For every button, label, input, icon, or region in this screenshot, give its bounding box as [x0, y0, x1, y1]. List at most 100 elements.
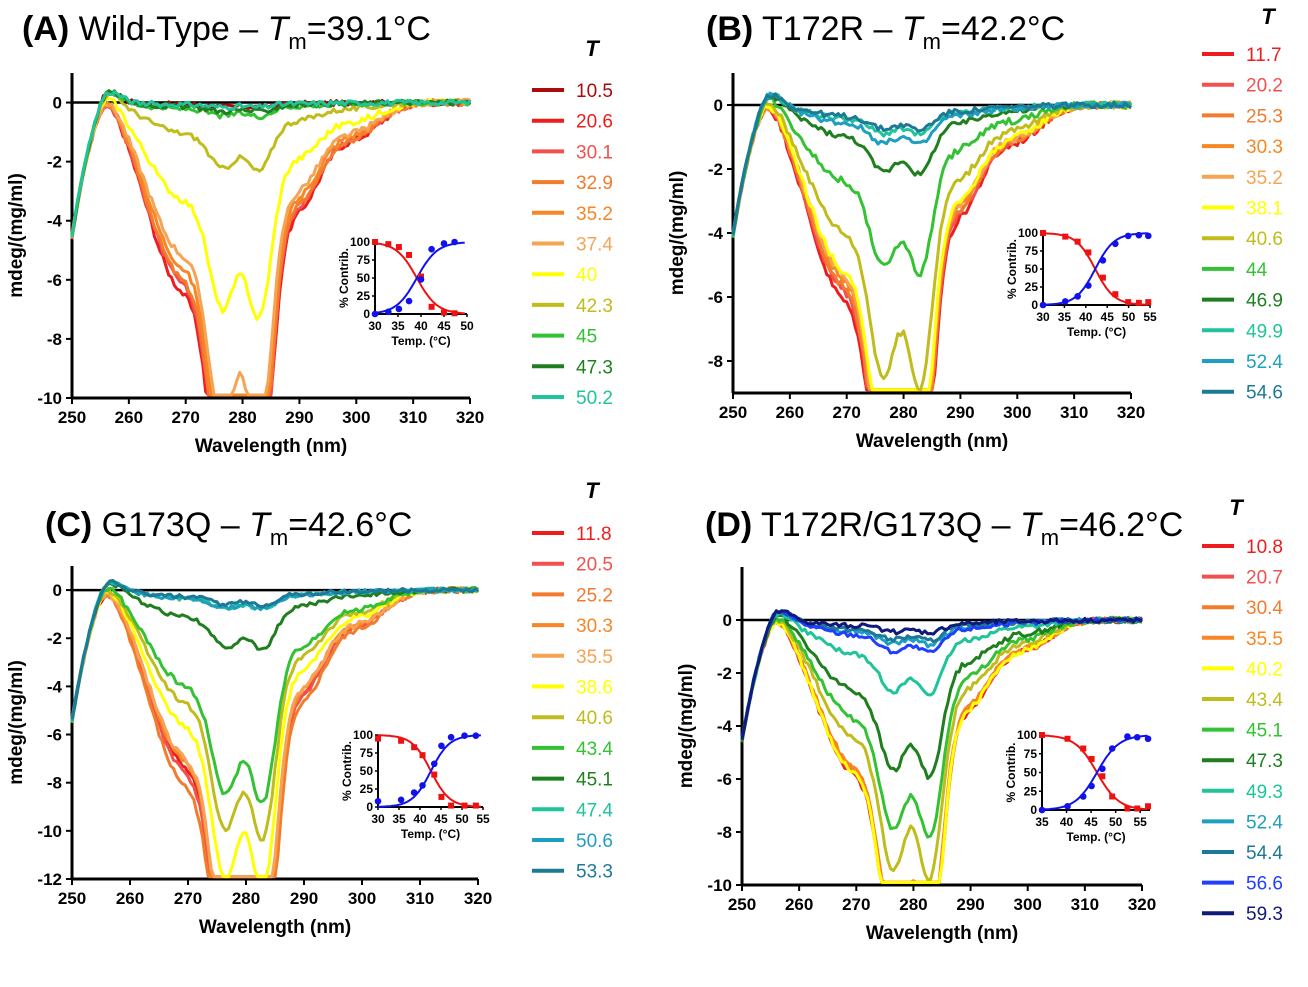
inset-blue-point [385, 308, 392, 316]
y-axis-label: mdeg/(mg/ml) [6, 173, 27, 298]
legend-label: 56.6 [1246, 874, 1283, 895]
inset-blue-point [430, 760, 438, 768]
inset-y-tick-label: 75 [360, 746, 374, 760]
inset-x-tick-label: 40 [1079, 310, 1093, 324]
inset-blue-point [1099, 257, 1107, 264]
y-tick-label: -4 [717, 717, 733, 736]
inset-blue-point [1074, 293, 1081, 300]
legend-label: 25.2 [576, 585, 613, 606]
inset-blue-point [1061, 298, 1069, 305]
inset-red-fit [1042, 734, 1148, 811]
y-tick-label: -8 [708, 352, 723, 371]
inset-x-tick-label: 45 [437, 319, 451, 333]
legend-label: 49.9 [1246, 321, 1283, 342]
x-tick-label: 300 [348, 889, 376, 908]
inset-y-tick-label: 0 [1030, 803, 1037, 817]
tm-subscript: m [288, 29, 306, 54]
y-tick-label: -10 [707, 876, 732, 895]
inset-y-tick-label: 50 [360, 764, 374, 778]
inset-red-point [1088, 756, 1095, 762]
tm-subscript: m [1041, 525, 1059, 550]
inset-red-point [1125, 299, 1132, 306]
panel-name: T172R/G173Q – [752, 506, 1020, 544]
legend-label: 50.2 [576, 388, 613, 409]
inset-blue-point [1064, 802, 1071, 810]
legend-label: 40.6 [576, 708, 613, 729]
legend-label: 40 [576, 265, 597, 286]
inset-red-point [385, 241, 392, 248]
y-tick-label: -8 [47, 774, 62, 793]
tm-value: =39.1°C [307, 10, 431, 48]
panel-letter: (D) [705, 506, 752, 544]
inset-plot: 0 25 50 75 100 35 40 45 50 55 Temp. (°C) % Contrib. [1004, 728, 1152, 844]
inset-y-tick-label: 100 [350, 235, 370, 249]
legend-label: 20.6 [576, 112, 613, 133]
x-tick-label: 270 [842, 895, 870, 914]
legend-label: 50.6 [576, 831, 613, 852]
tm-symbol: T [249, 506, 272, 544]
inset-x-tick-label: 35 [1035, 815, 1049, 829]
inset-red-point [428, 303, 435, 310]
legend-label: 40.6 [1246, 229, 1283, 250]
legend-label: 32.9 [576, 173, 613, 194]
inset-red-point [1099, 274, 1106, 281]
x-tick-label: 270 [833, 403, 861, 422]
inset-blue-point [1124, 733, 1131, 740]
inset-blue-point [451, 238, 458, 246]
inset-red-point [398, 737, 405, 744]
inset-blue-point [461, 732, 468, 740]
inset-red-point [1112, 291, 1119, 298]
inset-x-tick-label: 35 [392, 812, 406, 826]
inset-y-tick-label: 25 [1024, 784, 1038, 798]
inset-red-point [1134, 805, 1141, 812]
inset-x-tick-label: 50 [1122, 310, 1136, 324]
inset-blue-point [428, 245, 435, 253]
tm-subscript: m [923, 29, 941, 54]
inset-y-tick-label: 75 [357, 253, 371, 267]
inset-red-point [1099, 773, 1106, 780]
legend-label: 30.3 [576, 616, 613, 637]
inset-red-point [1039, 732, 1045, 738]
legend-label: 10.8 [1246, 537, 1283, 558]
x-tick-label: 310 [406, 889, 434, 908]
inset-x-tick-label: 45 [1101, 310, 1115, 324]
inset-red-point [1124, 805, 1131, 812]
inset-x-tick-label: 50 [455, 812, 469, 826]
y-axis-label: mdeg/(mg/ml) [676, 664, 697, 789]
inset-blue-point [419, 782, 426, 789]
legend-label: 54.4 [1246, 843, 1283, 864]
inset-red-point [448, 802, 455, 809]
inset-x-tick-label: 40 [1060, 815, 1074, 829]
inset-red-point [441, 309, 447, 316]
y-tick-label: -2 [717, 664, 732, 683]
legend-label: 38.6 [576, 678, 613, 699]
inset-x-tick-label: 30 [1036, 310, 1050, 324]
legend-label: 11.8 [576, 524, 612, 545]
inset-blue-point [438, 742, 445, 750]
inset-blue-point [1085, 282, 1092, 289]
legend-label: 20.2 [1246, 76, 1283, 97]
legend-label: 44 [1246, 260, 1268, 281]
y-tick-label: -6 [47, 271, 62, 290]
y-tick-label: -6 [717, 770, 732, 789]
x-tick-label: 260 [776, 403, 804, 422]
x-tick-label: 300 [1014, 895, 1042, 914]
inset-red-point [1040, 230, 1046, 236]
x-tick-label: 310 [1071, 895, 1099, 914]
inset-y-tick-label: 50 [1025, 262, 1039, 276]
inset-plot: 0 25 50 75 100 30 35 40 45 50 Temp. (°C) % Contrib. [337, 235, 474, 348]
legend-label: 20.5 [576, 555, 613, 576]
inset-blue-point [371, 310, 379, 318]
legend-label: 52.4 [1246, 352, 1283, 373]
inset-red-point [411, 744, 418, 751]
spectrum-line-42_3 [70, 91, 472, 239]
spectrum-line-40 [70, 96, 472, 321]
spectrum-line-49_3 [740, 611, 1143, 739]
x-tick-label: 250 [719, 403, 747, 422]
y-tick-label: -6 [47, 726, 62, 745]
x-tick-label: 310 [399, 408, 427, 427]
inset-blue-point [440, 240, 448, 247]
y-axis-label: mdeg/(mg/ml) [6, 660, 27, 785]
